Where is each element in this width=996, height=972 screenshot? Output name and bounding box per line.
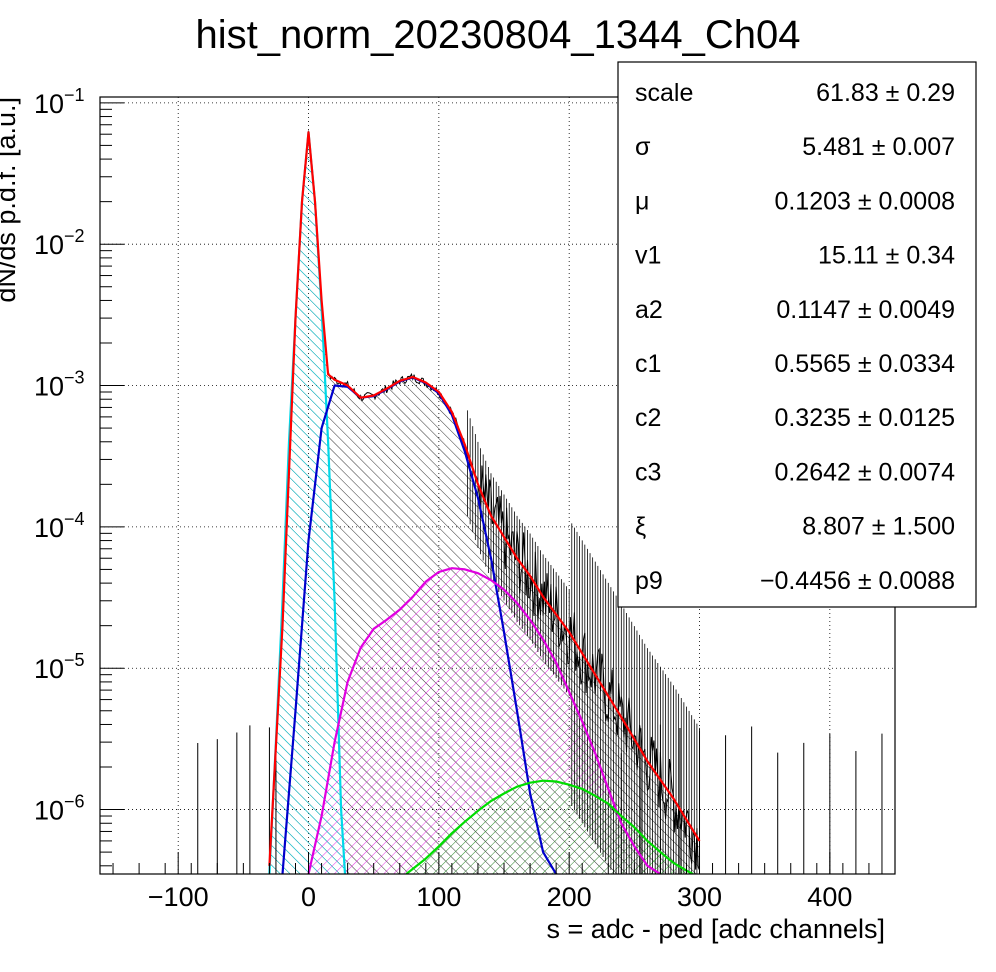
stats-param-name: p9 (635, 567, 663, 595)
component-fills (269, 132, 700, 874)
stats-param-value: 0.1147 ± 0.0049 (776, 296, 955, 324)
y-tick-label: 10−5 (34, 650, 85, 684)
stats-param-name: μ (635, 187, 649, 215)
y-axis-label: dN/ds p.d.f. [a.u.] (0, 97, 21, 303)
stats-box: scale 61.83 ± 0.29 σ 5.481 ± 0.007 μ 0.1203 ±… (617, 61, 977, 608)
stats-row: c1 0.5565 ± 0.0334 (635, 350, 955, 378)
data-histogram (197, 130, 883, 874)
stats-param-name: c2 (635, 404, 661, 432)
stats-row: v1 15.11 ± 0.34 (635, 242, 955, 270)
y-tick-label: 10−3 (34, 368, 85, 402)
stats-param-value: 0.2642 ± 0.0074 (774, 458, 955, 486)
stats-row: p9 −0.4456 ± 0.0088 (635, 567, 955, 595)
x-tick-label: 0 (301, 882, 316, 912)
stats-param-name: v1 (635, 242, 661, 270)
stats-row: μ 0.1203 ± 0.0008 (635, 187, 955, 215)
stats-param-name: scale (635, 79, 693, 107)
chart-title: hist_norm_20230804_1344_Ch04 (196, 13, 801, 57)
stats-param-name: c3 (635, 458, 661, 486)
curve-3pe (405, 779, 694, 874)
y-tick-label: 10−1 (34, 85, 85, 119)
y-tick-label: 10−6 (34, 792, 85, 826)
stats-param-value: 0.1203 ± 0.0008 (774, 187, 955, 215)
x-tick-label: 200 (547, 882, 592, 912)
stats-param-value: 0.5565 ± 0.0334 (774, 350, 955, 378)
curve-2pe (307, 567, 661, 874)
curve-total_fit (268, 131, 701, 866)
stats-param-value: 15.11 ± 0.34 (818, 242, 955, 270)
stats-param-name: c1 (635, 350, 661, 378)
stats-param-name: ξ (635, 513, 646, 541)
fit-curves (268, 131, 701, 874)
fill-pedestal (269, 132, 345, 874)
x-axis-label: s = adc - ped [adc channels] (547, 914, 885, 944)
stats-row: ξ 8.807 ± 1.500 (635, 513, 955, 541)
stats-param-value: 0.3235 ± 0.0125 (774, 404, 955, 432)
stats-param-name: a2 (635, 296, 663, 324)
y-tick-label: 10−4 (34, 509, 85, 543)
stats-param-name: σ (635, 133, 651, 161)
y-tick-label: 10−2 (34, 226, 85, 260)
stats-param-value: 5.481 ± 0.007 (802, 133, 955, 161)
x-tick-label: 300 (677, 882, 722, 912)
stats-row: c3 0.2642 ± 0.0074 (635, 458, 955, 486)
stats-row: scale 61.83 ± 0.29 (635, 79, 955, 107)
stats-param-value: 61.83 ± 0.29 (816, 79, 955, 107)
stats-param-value: 8.807 ± 1.500 (802, 513, 955, 541)
stats-box-frame (617, 61, 977, 608)
stats-row: a2 0.1147 ± 0.0049 (635, 296, 955, 324)
axes: −100 0 100 200 300 400 10−1 10−2 10−3 10−4 10−5 10−… (34, 85, 896, 912)
x-tick-label: −100 (148, 882, 209, 912)
stats-param-value: −0.4456 ± 0.0088 (760, 567, 955, 595)
x-tick-label: 100 (416, 882, 461, 912)
stats-row: c2 0.3235 ± 0.0125 (635, 404, 955, 432)
x-tick-label: 400 (807, 882, 852, 912)
stats-row: σ 5.481 ± 0.007 (635, 133, 955, 161)
